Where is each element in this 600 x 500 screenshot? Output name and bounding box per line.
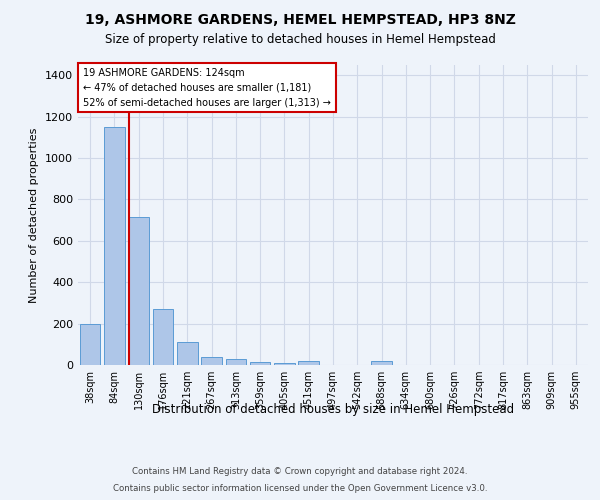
Bar [201,358,222,365]
Text: 19, ASHMORE GARDENS, HEMEL HEMPSTEAD, HP3 8NZ: 19, ASHMORE GARDENS, HEMEL HEMPSTEAD, HP… [85,12,515,26]
Bar [298,361,319,365]
Text: Contains public sector information licensed under the Open Government Licence v3: Contains public sector information licen… [113,484,487,493]
Bar [274,362,295,365]
Text: 19 ASHMORE GARDENS: 124sqm
← 47% of detached houses are smaller (1,181)
52% of s: 19 ASHMORE GARDENS: 124sqm ← 47% of deta… [83,68,331,108]
Bar [152,309,173,365]
Text: Contains HM Land Registry data © Crown copyright and database right 2024.: Contains HM Land Registry data © Crown c… [132,468,468,476]
Bar [128,217,149,365]
Bar [371,362,392,365]
Y-axis label: Number of detached properties: Number of detached properties [29,128,40,302]
Bar [177,342,197,365]
Bar [226,359,246,365]
Text: Distribution of detached houses by size in Hemel Hempstead: Distribution of detached houses by size … [152,402,514,415]
Text: Size of property relative to detached houses in Hemel Hempstead: Size of property relative to detached ho… [104,32,496,46]
Bar [104,128,125,365]
Bar [250,362,271,365]
Bar [80,324,100,365]
